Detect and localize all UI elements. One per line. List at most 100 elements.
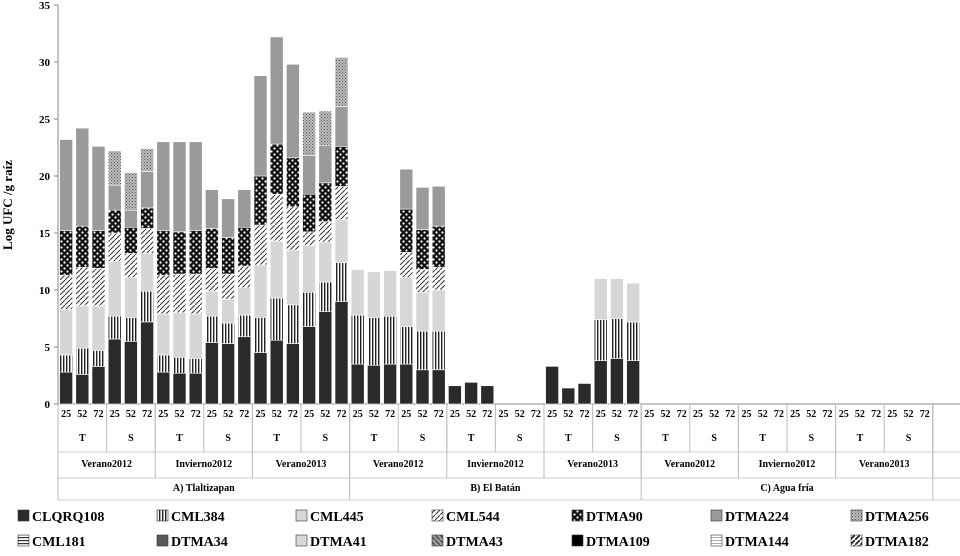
bar-segment bbox=[415, 187, 430, 230]
bar-segment bbox=[91, 305, 106, 351]
legend-swatch bbox=[156, 534, 169, 547]
x-tick-label: 25 bbox=[353, 409, 363, 420]
bar-segment bbox=[205, 315, 219, 343]
region-label: A) Tlaltizapan bbox=[173, 483, 235, 494]
bar-segment bbox=[59, 274, 73, 310]
bar-segment bbox=[334, 219, 349, 263]
legend-item: DTMA34 bbox=[156, 534, 228, 550]
bar-segment bbox=[237, 189, 252, 228]
x-tick-label: 72 bbox=[580, 409, 590, 420]
x-tick-label: 52 bbox=[466, 409, 476, 420]
y-tick-label: 0 bbox=[45, 399, 51, 411]
bar-segment bbox=[431, 185, 446, 227]
x-axis: 25 52 72 T 25 52 72 S Verano2012 25 52 72 T 25 52 72 S In… bbox=[57, 404, 960, 501]
bar-segment bbox=[140, 321, 154, 405]
bar-segment bbox=[107, 209, 122, 234]
bar-segment bbox=[124, 209, 138, 228]
y-tick-label: 30 bbox=[39, 57, 51, 69]
bar-segment bbox=[237, 336, 252, 405]
bar-segment bbox=[399, 326, 414, 365]
x-tick-label: 52 bbox=[369, 409, 379, 420]
legend-swatch bbox=[571, 509, 584, 522]
bar-segment bbox=[75, 127, 90, 227]
group-label: S bbox=[420, 433, 426, 444]
bar-segment bbox=[302, 326, 316, 405]
x-tick-label: 72 bbox=[239, 409, 249, 420]
bar-segment bbox=[286, 63, 300, 159]
bar-segment bbox=[480, 385, 495, 405]
bar-segment bbox=[59, 309, 73, 356]
season-label: Verano2013 bbox=[859, 459, 910, 470]
x-tick-label: 25 bbox=[693, 409, 703, 420]
x-tick-label: 52 bbox=[272, 409, 282, 420]
bar-segment bbox=[75, 305, 90, 349]
bar-segment bbox=[431, 289, 446, 332]
bar-segment bbox=[188, 273, 203, 315]
bar-segment bbox=[172, 141, 187, 233]
bar-segment bbox=[172, 273, 187, 314]
x-tick-label: 72 bbox=[385, 409, 395, 420]
bar-segment bbox=[221, 198, 235, 238]
bar-segment bbox=[205, 268, 219, 292]
bar-segment bbox=[593, 360, 608, 405]
bar-segment bbox=[431, 225, 446, 268]
x-tick-label: 72 bbox=[94, 409, 104, 420]
bar-segment bbox=[205, 290, 219, 317]
bar-segment bbox=[156, 274, 171, 315]
legend-swatch bbox=[295, 534, 308, 547]
bar-segment bbox=[140, 207, 154, 229]
group-label: T bbox=[273, 433, 280, 444]
group-label: S bbox=[711, 433, 717, 444]
x-tick-label: 72 bbox=[823, 409, 833, 420]
bar-segment bbox=[415, 269, 430, 293]
legend-label: CML445 bbox=[310, 510, 364, 525]
bar-segment bbox=[221, 273, 235, 300]
legend-swatch bbox=[850, 509, 863, 522]
bar-segment bbox=[59, 230, 73, 276]
x-tick-label: 25 bbox=[596, 409, 606, 420]
bar-segment bbox=[383, 270, 397, 317]
x-tick-label: 72 bbox=[628, 409, 638, 420]
season-label: Verano2012 bbox=[81, 459, 132, 470]
bar-segment bbox=[172, 312, 187, 358]
bar-segment bbox=[302, 193, 316, 233]
bar-segment bbox=[286, 304, 300, 344]
x-tick-label: 72 bbox=[482, 409, 492, 420]
bar-segment bbox=[286, 206, 300, 251]
legend-item: CML384 bbox=[156, 509, 225, 525]
bar-segment bbox=[156, 313, 171, 356]
bar-segment bbox=[415, 330, 430, 371]
bar-segment bbox=[399, 252, 414, 278]
group-label: T bbox=[759, 433, 766, 444]
x-tick-label: 72 bbox=[920, 409, 930, 420]
bar-segment bbox=[334, 57, 349, 107]
legend-label: DTMA43 bbox=[446, 535, 503, 550]
bar-segment bbox=[188, 313, 203, 359]
season-label: Verano2012 bbox=[373, 459, 424, 470]
x-tick-label: 25 bbox=[644, 409, 654, 420]
group-label: S bbox=[128, 433, 134, 444]
bar-segment bbox=[399, 277, 414, 327]
bar-segment bbox=[172, 356, 187, 374]
region-label: C) Agua fría bbox=[760, 483, 813, 494]
legend-swatch bbox=[571, 534, 584, 547]
x-tick-label: 25 bbox=[304, 409, 314, 420]
x-tick-label: 52 bbox=[515, 409, 525, 420]
legend-swatch bbox=[850, 534, 863, 547]
x-tick-label: 25 bbox=[256, 409, 266, 420]
x-tick-label: 52 bbox=[320, 409, 330, 420]
season-label: Verano2013 bbox=[567, 459, 618, 470]
bar-segment bbox=[124, 172, 138, 211]
bar-segment bbox=[269, 339, 284, 405]
bar-segment bbox=[59, 139, 73, 232]
x-tick-label: 52 bbox=[855, 409, 865, 420]
legend-item: CLQRQ108 bbox=[17, 509, 104, 525]
bar-segment bbox=[626, 321, 640, 361]
y-axis-label: Log UFC /g raíz bbox=[0, 160, 15, 250]
bar-segment bbox=[286, 343, 300, 405]
bar-segment bbox=[156, 230, 171, 276]
bar-segment bbox=[140, 290, 154, 323]
bar-segment bbox=[431, 369, 446, 405]
bar-segment bbox=[610, 318, 624, 359]
